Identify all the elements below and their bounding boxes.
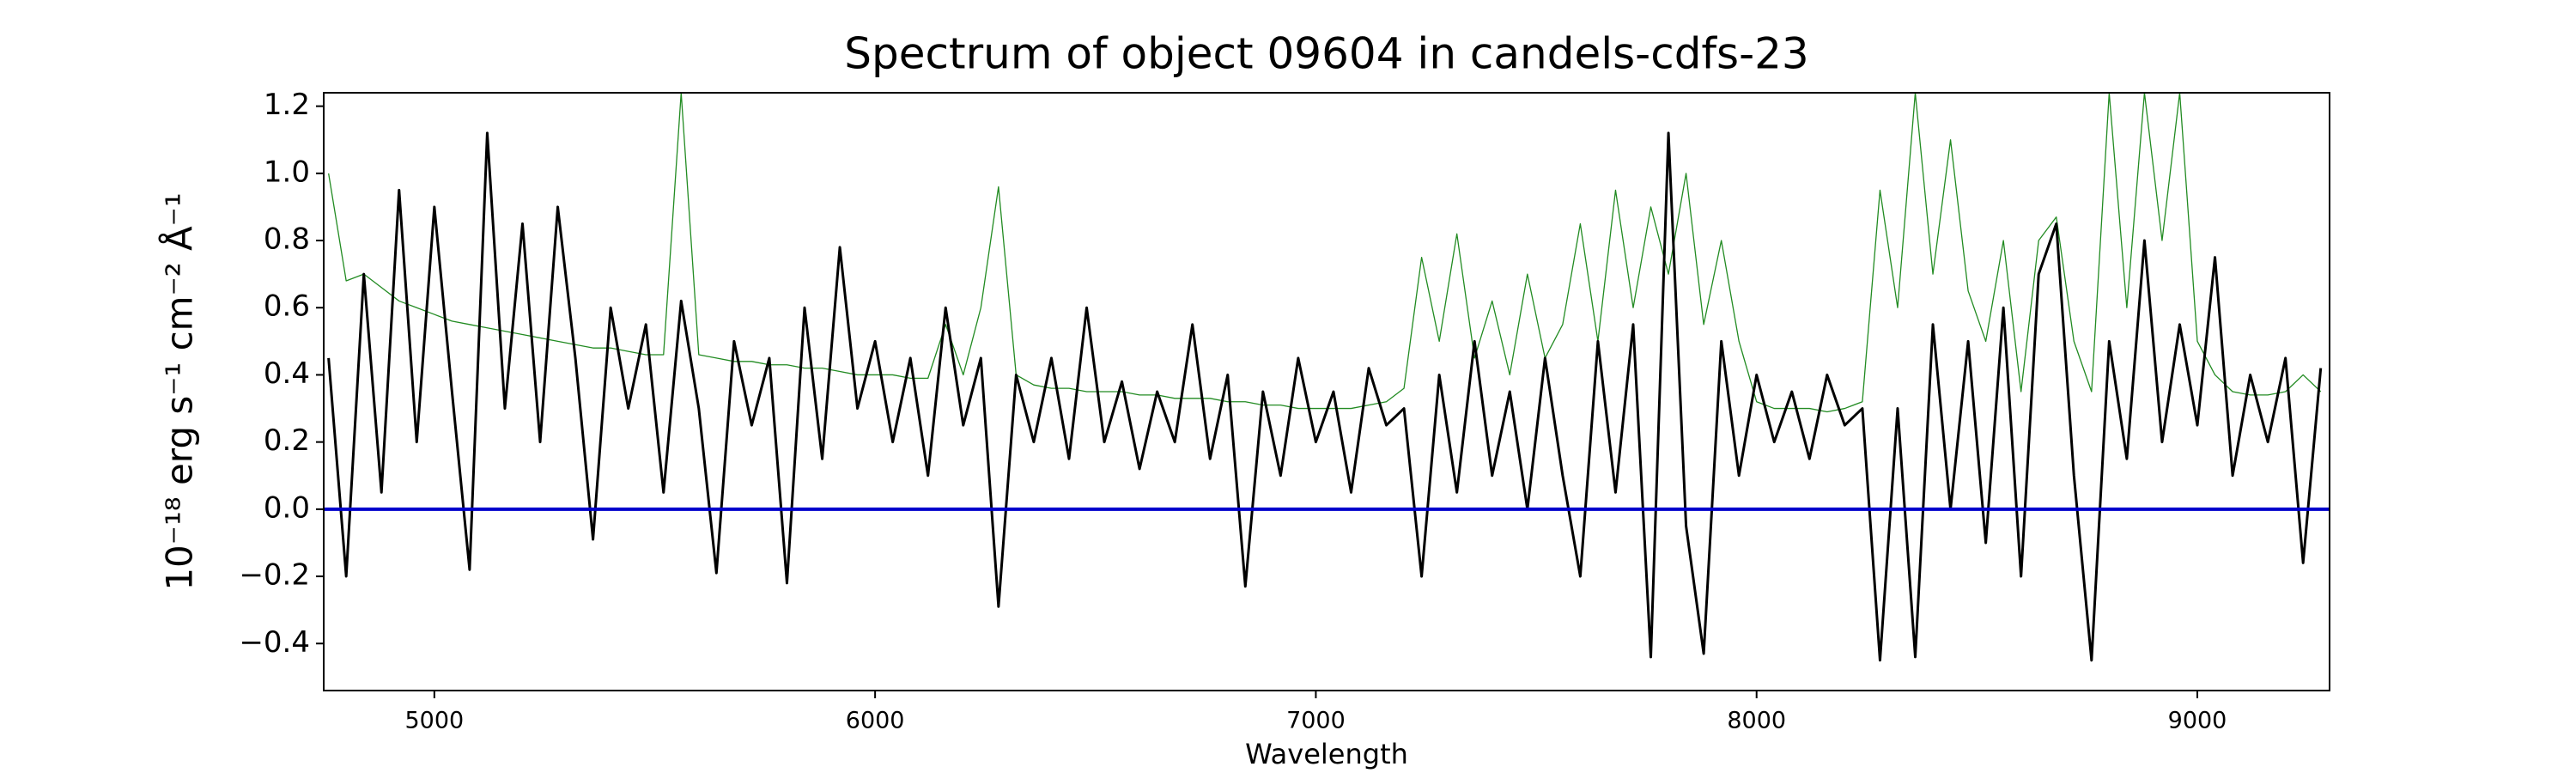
x-tick-label: 9000 bbox=[2168, 708, 2227, 734]
y-tick-label: 0.0 bbox=[264, 490, 310, 525]
y-tick-label: 1.0 bbox=[264, 155, 310, 189]
plot-area bbox=[324, 93, 2330, 662]
x-tick-label: 7000 bbox=[1286, 708, 1346, 734]
y-tick-label: 0.6 bbox=[264, 289, 310, 324]
y-tick-label: 0.4 bbox=[264, 356, 310, 391]
y-axis-label: 10⁻¹⁸ erg s⁻¹ cm⁻² Å⁻¹ bbox=[158, 192, 201, 590]
chart-title: Spectrum of object 09604 in candels-cdfs… bbox=[844, 29, 1809, 79]
x-axis-label: Wavelength bbox=[1245, 738, 1408, 770]
x-tick-label: 6000 bbox=[846, 708, 905, 734]
y-tick-label: −0.4 bbox=[239, 625, 310, 660]
y-tick-label: 0.8 bbox=[264, 222, 310, 257]
x-tick-label: 8000 bbox=[1727, 708, 1786, 734]
x-tick-label: 5000 bbox=[404, 708, 464, 734]
y-tick-label: 0.2 bbox=[264, 423, 310, 458]
y-tick-label: −0.2 bbox=[239, 558, 310, 593]
axes-frame bbox=[323, 92, 2330, 691]
spectrum-line bbox=[327, 131, 2323, 662]
spectrum-line bbox=[328, 93, 2322, 413]
y-tick-label: 1.2 bbox=[264, 88, 310, 122]
